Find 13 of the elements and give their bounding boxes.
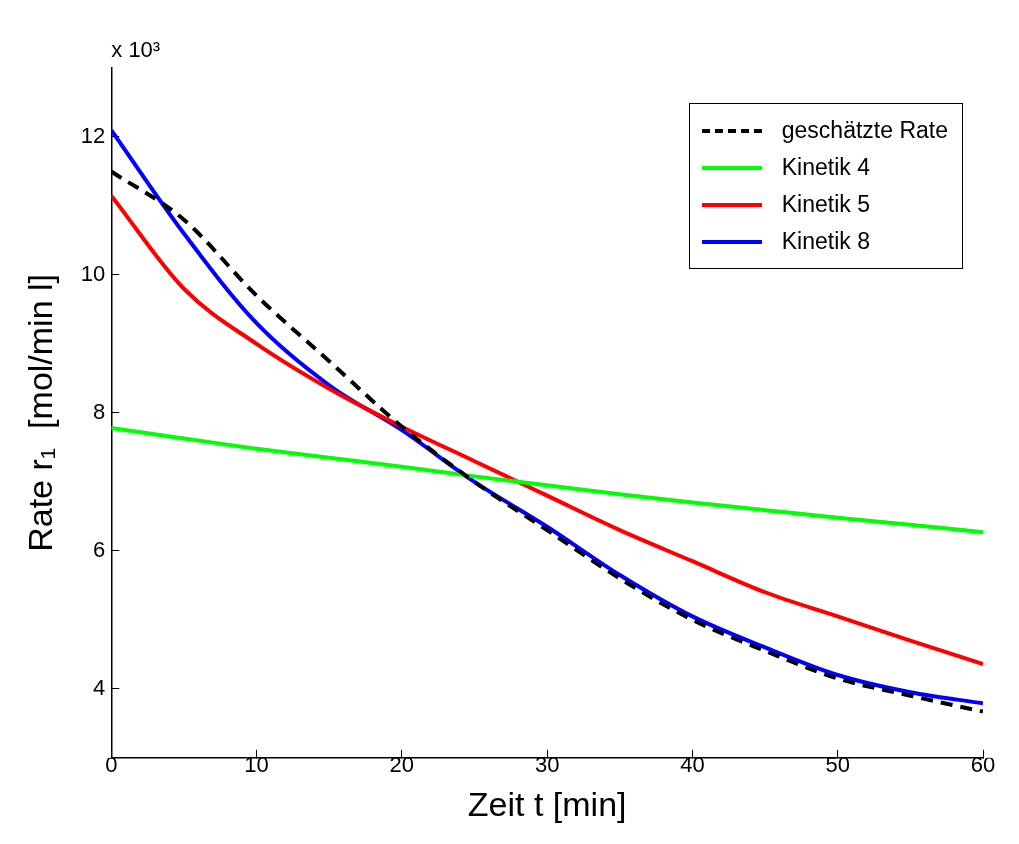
legend-label: Kinetik 8 (781, 228, 870, 255)
y-tick-label: 12 (80, 123, 106, 149)
legend-label: geschätzte Rate (781, 117, 948, 144)
y-axis-title: Rate r₁ [mol/min l] (20, 273, 59, 552)
y-tick-label: 8 (93, 398, 106, 424)
y-tick-label: 4 (93, 674, 106, 700)
y-tick-label: 6 (93, 536, 106, 562)
text: x 10³ (111, 37, 161, 63)
legend-label: Kinetik 5 (781, 191, 870, 218)
legend-label: Kinetik 4 (781, 154, 870, 181)
line-series (111, 426, 983, 535)
x-axis-title: Zeit t [min] (467, 784, 627, 823)
y-tick-label: 10 (80, 261, 106, 286)
